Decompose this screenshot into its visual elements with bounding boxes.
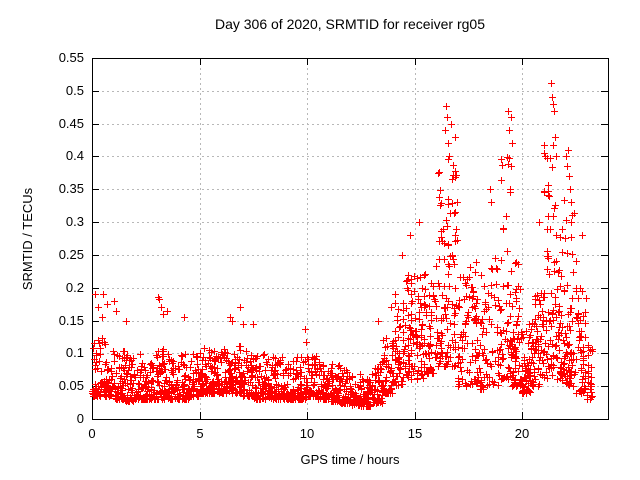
y-tick-label: 0.5	[65, 83, 84, 98]
scatter-points	[89, 80, 596, 410]
y-tick-label: 0.45	[58, 116, 84, 131]
y-tick-label: 0.55	[58, 50, 84, 65]
y-tick-label: 0.05	[58, 378, 84, 393]
y-tick-label: 0.1	[65, 345, 84, 360]
y-tick-label: 0.2	[65, 280, 84, 295]
x-tick-label: 10	[299, 426, 315, 441]
y-tick-label: 0.4	[65, 148, 84, 163]
x-tick-label: 20	[514, 426, 530, 441]
x-tick-label: 15	[407, 426, 423, 441]
y-tick-label: 0.15	[58, 313, 84, 328]
x-tick-label: 0	[88, 426, 96, 441]
x-tick-label: 5	[196, 426, 204, 441]
y-tick-label: 0.3	[65, 214, 84, 229]
plot-frame	[92, 58, 609, 420]
y-tick-label: 0	[76, 411, 84, 426]
x-axis-title: GPS time / hours	[300, 452, 400, 467]
y-tick-label: 0.25	[58, 247, 84, 262]
y-tick-label: 0.35	[58, 181, 84, 196]
chart-title: Day 306 of 2020, SRMTID for receiver rg0…	[214, 16, 485, 32]
